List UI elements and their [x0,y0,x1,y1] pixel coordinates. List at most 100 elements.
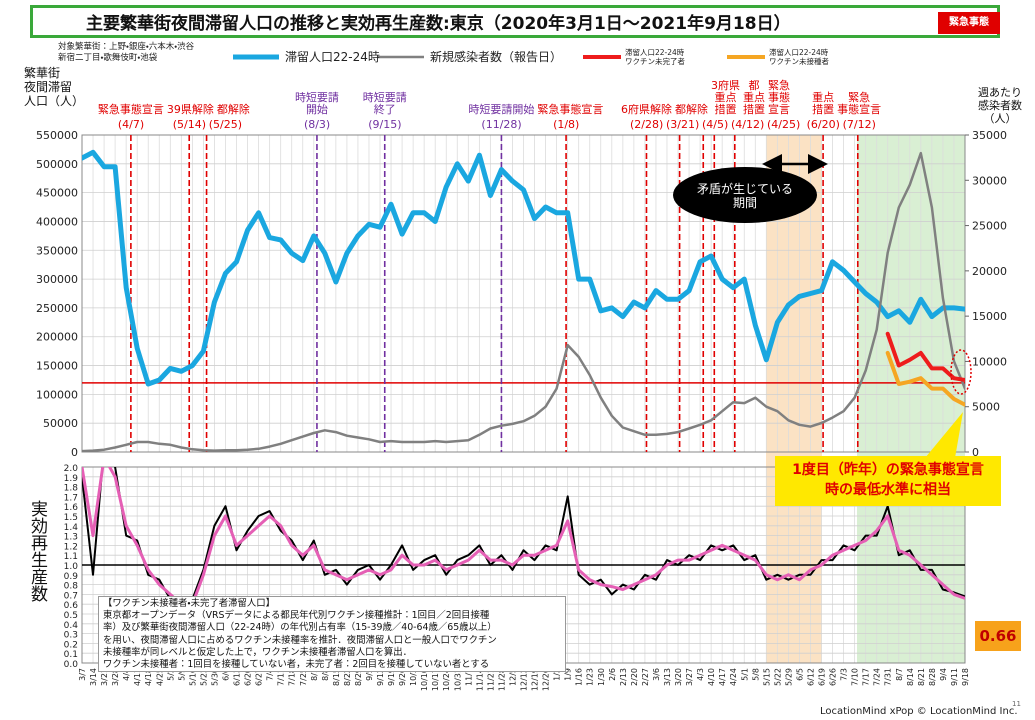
x-tick-label: 7/18 [288,668,297,686]
event-date: (8/3) [303,118,331,131]
x-tick-label: 3/20 [674,668,683,686]
x-tick-label: 11/7 [464,668,473,686]
y2-axis-label: 週あたり 感染者数 （人） [978,86,1022,125]
y-tick-label: 1.7 [64,493,78,503]
x-tick-label: 8/1 [310,668,319,681]
x-tick-label: 9/11 [950,668,959,686]
x-tick-label: 7/25 [299,668,308,686]
x-tick-label: 1/30 [597,668,606,686]
y2-tick-label: 15000 [972,310,1007,323]
note-line: 率）及び繁華街夜間滞留人口（22-24時）の年代別占有率（15-39歳／40-6… [103,622,497,634]
callout-pointer [925,412,963,458]
x-tick-label: 8/29 [354,668,363,686]
note-box: 【ワクチン未接種者・未完了者滞留人口】 東京都オープンデータ（VRSデータによる… [98,596,566,672]
x-tick-label: 4/17 [718,668,727,686]
callout: 1度目（昨年）の緊急事態宣言 時の最低水準に相当 [775,456,1001,506]
x-tick-label: 3/6 [652,668,661,681]
x-tick-label: 5/2 [166,668,175,681]
x-tick-label: 6/26 [829,668,838,686]
x-tick-label: 11/28 [497,668,506,691]
x-tick-label: 7/3 [840,668,849,681]
x-tick-label: 5/8 [751,668,760,681]
y-tick-label: 550000 [36,129,78,142]
emergency-badge: 緊急事態7/12- [938,12,1000,50]
x-tick-label: 6/12 [806,668,815,686]
y-axis-label: 繁華街 夜間滞留 人口（人） [24,66,85,108]
note-line: ワクチン未接種者：1回目を接種していない者，未完了者：2回目を接種していない者と… [103,659,490,671]
event-label: 緊急 事態 宣言 [767,79,790,116]
y-tick-label: 0 [71,446,78,459]
y-tick-label: 0.0 [64,660,79,670]
x-tick-label: 4/25 [155,668,164,686]
y2-tick-label: 10000 [972,355,1007,368]
x-tick-label: 4/10 [707,668,716,686]
note-title: 【ワクチン未接種者・未完了者滞留人口】 [103,598,275,609]
x-tick-label: 8/21 [917,668,926,686]
x-tick-label: 5/9 [177,668,186,681]
y2-tick-label: 5000 [972,401,1000,414]
x-tick-label: 1/2 [553,668,562,681]
event-date: (6/20) [806,118,840,131]
y2-tick-label: 20000 [972,265,1007,278]
x-tick-label: 10/17 [431,668,440,691]
x-tick-label: 9/4 [939,668,948,681]
x-tick-label: 12/5 [508,668,517,686]
x-tick-label: 5/15 [762,668,771,686]
x-tick-label: 9/19 [387,668,396,686]
legend-label: 滞留人口22-24時 [285,50,380,64]
x-tick-label: 5/1 [740,668,749,681]
x-tick-label: 3/27 [685,668,694,686]
x-tick-label: 4/18 [144,668,153,686]
event-date: (4/7) [117,118,145,131]
footer: LocationMind xPop © LocationMind Inc. [820,706,1018,717]
x-tick-label: 9/12 [376,668,385,686]
x-tick-label: 2/27 [641,668,650,686]
x-tick-label: 3/21 [100,668,109,686]
y-tick-label: 0.7 [64,591,78,601]
event-date: (4/12) [730,118,765,131]
x-tick-label: 7/24 [873,668,882,686]
target-areas: 対象繁華街：上野・銀座・六本木・渋谷 新宿二丁目・歌舞伎町・池袋 [58,42,195,63]
series-line [82,151,965,452]
x-tick-label: 3/7 [78,668,87,681]
y-tick-label: 300000 [36,273,78,286]
x-tick-label: 10/24 [442,668,451,691]
event-label: 都解除 [216,103,250,116]
note-line: 未接種率が同レベルと仮定した上で，ワクチン未接種者滞留人口を算出． [103,646,413,658]
x-tick-label: 8/7 [895,668,904,681]
y-tick-label: 200000 [36,331,78,344]
event-label: 39県解除 [166,103,214,116]
y-tick-label: 450000 [36,187,78,200]
y-tick-label: 250000 [36,302,78,315]
y-tick-label: 50000 [43,417,78,430]
event-date: (4/5) [701,118,729,131]
x-tick-label: 3/28 [111,668,120,686]
x-tick-label: 8/14 [906,668,915,686]
x-tick-label: 7/17 [862,668,871,686]
y-tick-label: 1.4 [64,523,79,533]
x-tick-label: 3/13 [663,668,672,686]
event-date: (5/25) [208,118,243,131]
series-line [885,350,965,407]
event-label: 緊急事態宣言 [537,103,604,116]
y-axis-label: 実効再生産数 [27,500,47,602]
y-tick-label: 0.2 [64,640,78,650]
event-date: (7/12) [842,118,876,131]
event-label: 時短要請開始 [468,103,535,116]
x-tick-label: 9/26 [398,668,407,686]
x-tick-label: 7/31 [884,668,893,686]
y-tick-label: 1.2 [64,542,78,552]
x-tick-label: 5/16 [188,668,197,686]
x-tick-label: 7/10 [851,668,860,686]
x-tick-label: 10/10 [420,668,429,691]
event-label: 時短要請 終了 [362,91,407,116]
y-tick-label: 150000 [36,360,78,373]
x-tick-label: 11/21 [486,668,495,691]
plot-frame [81,134,966,453]
event-date: (5/14) [172,118,207,131]
x-tick-label: 4/11 [133,668,142,686]
x-tick-label: 4/24 [729,668,738,686]
x-tick-label: 8/28 [928,668,937,686]
